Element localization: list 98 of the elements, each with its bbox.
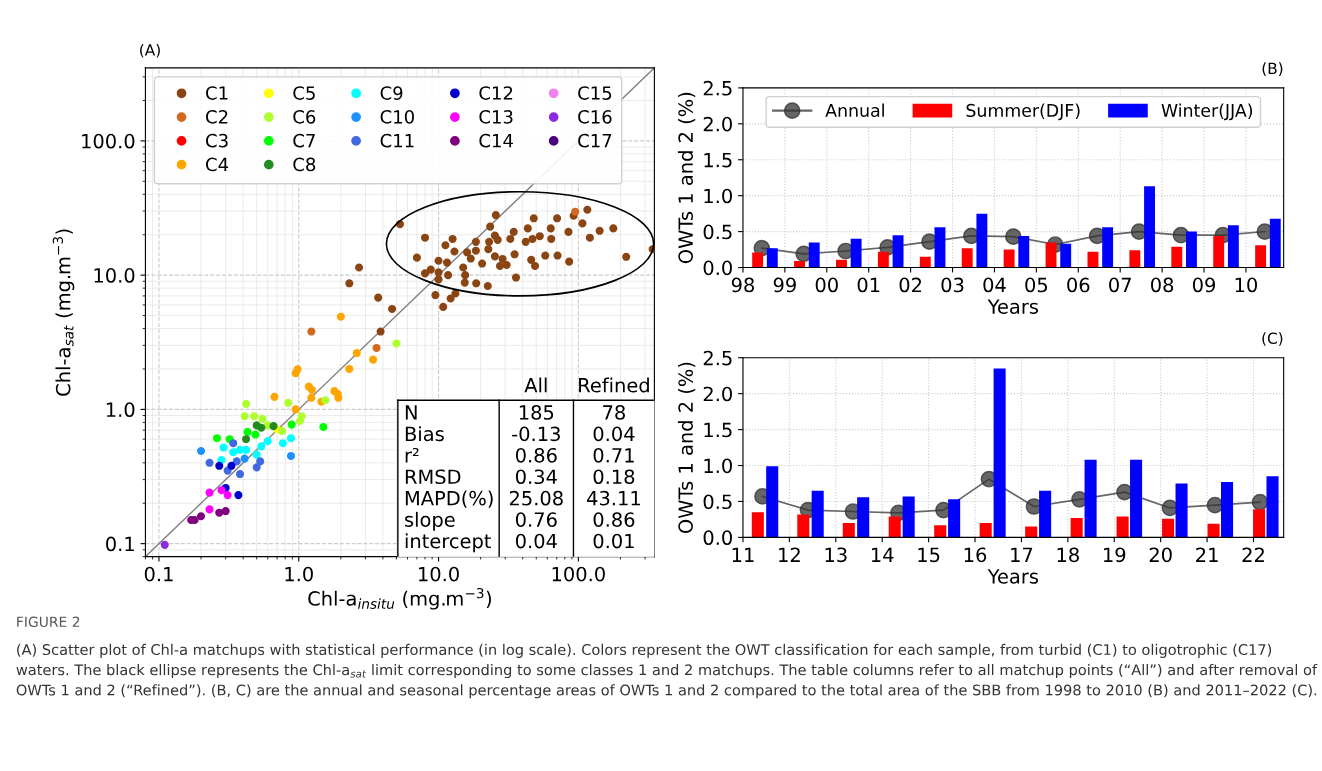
x-axis-title: Chl-a$_{insitu}$ (mg.m$^{−3}$) bbox=[308, 587, 491, 610]
x-tick-label: 98 bbox=[731, 277, 754, 293]
annotation: 0.34 bbox=[515, 469, 557, 485]
x-tick-label: 19 bbox=[1104, 547, 1126, 563]
x-tick-label: 06 bbox=[1067, 277, 1090, 293]
annotation: intercept bbox=[405, 533, 491, 553]
x-tick-label: 0.1 bbox=[144, 566, 173, 582]
x-axis-title: Years bbox=[987, 569, 1039, 584]
legend-label: C1 bbox=[206, 86, 228, 100]
y-tick-label: 1.0 bbox=[704, 458, 732, 474]
text: (C) bbox=[1262, 332, 1283, 346]
y-tick-label: 1.5 bbox=[704, 152, 732, 168]
legend-label: C5 bbox=[293, 86, 315, 100]
y-tick-label: 1.0 bbox=[106, 402, 135, 418]
annotation: 0.04 bbox=[515, 533, 557, 549]
caption: FIGURE 2 bbox=[17, 616, 80, 628]
annotation: 0.86 bbox=[593, 512, 635, 527]
y-tick-label: 2.0 bbox=[703, 386, 732, 402]
legend-label: C4 bbox=[206, 157, 229, 172]
annotation: RMSD bbox=[405, 469, 461, 485]
annotation: -0.13 bbox=[512, 426, 560, 442]
text: (B) bbox=[1262, 62, 1283, 76]
legend-label: C10 bbox=[380, 110, 414, 124]
annotation: 0.86 bbox=[515, 447, 557, 463]
annotation: 0.71 bbox=[593, 447, 634, 463]
y-axis-title: OWTs 1 and 2 (%) bbox=[677, 92, 696, 264]
x-tick-label: 10.0 bbox=[419, 566, 459, 582]
x-tick-label: 12 bbox=[779, 547, 800, 562]
y-axis-title: OWTs 1 and 2 (%) bbox=[677, 362, 696, 533]
x-tick-label: 100.0 bbox=[552, 566, 605, 582]
legend-label: C16 bbox=[578, 110, 612, 124]
x-tick-label: 13 bbox=[825, 547, 847, 563]
x-tick-label: 05 bbox=[1025, 277, 1048, 293]
y-tick-label: 100.0 bbox=[82, 133, 135, 149]
y-tick-label: 0.0 bbox=[703, 260, 732, 276]
annotation: 185 bbox=[519, 405, 554, 420]
x-axis-title: Years bbox=[987, 299, 1039, 314]
annotation: r² bbox=[405, 447, 419, 463]
x-tick-label: 10 bbox=[1235, 277, 1258, 293]
x-tick-label: 99 bbox=[773, 277, 796, 293]
x-tick-label: 18 bbox=[1057, 547, 1079, 563]
text: (A) Scatter plot of Chl-a matchups with statistical performance (in log scale). Colors represent the OWT classification for each sample, from turbid (C1) to oligotrophic (C17) waters. The black ellipse represents the Chl-a$_{sat}$ limit corresponding to some classes 1 and 2 matchups. The table columns refer to all matchup points (“All”) and after removal of OWTs 1 and 2 (“Refined”). (B, C) are the annual and seasonal percentage areas of OWTs 1 and 2 compared to the total area of the SBB from 1998 to 2010 (B) and 2011–2022 (C). bbox=[16, 643, 1318, 699]
annotation: 0.01 bbox=[593, 533, 634, 549]
y-tick-label: 2.5 bbox=[703, 350, 732, 366]
annotation: N bbox=[405, 405, 417, 420]
x-tick-label: 22 bbox=[1242, 547, 1264, 562]
legend-label: C11 bbox=[380, 133, 414, 148]
x-tick-label: 17 bbox=[1011, 547, 1033, 562]
y-tick-label: 0.5 bbox=[703, 224, 732, 240]
legend-label: C8 bbox=[293, 157, 316, 172]
legend-label: Summer(DJF) bbox=[966, 103, 1080, 121]
y-tick-label: 0.1 bbox=[106, 536, 134, 552]
x-tick-label: 21 bbox=[1196, 547, 1218, 562]
annotation: 78 bbox=[603, 405, 625, 420]
x-tick-label: 15 bbox=[918, 547, 940, 563]
x-tick-label: 07 bbox=[1109, 277, 1131, 293]
y-tick-label: 2.0 bbox=[703, 116, 732, 132]
x-tick-label: 09 bbox=[1192, 277, 1216, 293]
y-tick-label: 1.5 bbox=[704, 422, 732, 438]
legend-label: C15 bbox=[578, 86, 612, 100]
legend-label: C13 bbox=[479, 110, 513, 124]
x-tick-label: 14 bbox=[871, 547, 894, 562]
y-axis-title: Chl-a$_{sat}$ (mg.m$^{−3}$) bbox=[52, 229, 75, 396]
x-tick-label: 1.0 bbox=[285, 566, 313, 582]
y-tick-label: 2.5 bbox=[703, 80, 732, 96]
legend-label: C3 bbox=[206, 133, 228, 148]
x-tick-label: 20 bbox=[1149, 547, 1172, 563]
text: (A) bbox=[140, 43, 160, 58]
legend-label: C6 bbox=[293, 110, 316, 124]
annotation: Bias bbox=[405, 426, 444, 442]
annotation: slope bbox=[405, 511, 455, 531]
x-tick-label: 01 bbox=[857, 277, 880, 293]
y-tick-label: 1.0 bbox=[704, 188, 732, 204]
legend-label: C14 bbox=[479, 133, 513, 148]
legend-label: Annual bbox=[825, 103, 884, 117]
annotation: 0.04 bbox=[593, 426, 635, 442]
annotation: MAPD(%) bbox=[405, 490, 493, 508]
legend-label: C7 bbox=[293, 133, 315, 148]
x-tick-label: 11 bbox=[732, 547, 754, 562]
legend-label: Winter(JJA) bbox=[1161, 103, 1253, 121]
annotation: 43.11 bbox=[587, 490, 640, 506]
legend-label: C2 bbox=[206, 110, 228, 124]
x-tick-label: 00 bbox=[815, 277, 838, 293]
annotation: 25.08 bbox=[509, 490, 563, 506]
legend-label: C17 bbox=[578, 133, 612, 148]
x-tick-label: 03 bbox=[941, 277, 964, 293]
x-tick-label: 08 bbox=[1151, 277, 1174, 293]
annotation: All bbox=[524, 377, 547, 393]
annotation: 0.18 bbox=[593, 469, 635, 485]
legend-label: C9 bbox=[380, 86, 403, 100]
annotation: 0.76 bbox=[515, 512, 557, 527]
x-tick-label: 04 bbox=[983, 277, 1006, 293]
x-tick-label: 16 bbox=[964, 547, 987, 563]
annotation: Refined bbox=[579, 377, 649, 393]
x-tick-label: 02 bbox=[899, 277, 922, 293]
legend-label: C12 bbox=[479, 86, 513, 100]
y-tick-label: 0.5 bbox=[703, 494, 732, 510]
y-tick-label: 0.0 bbox=[703, 530, 732, 546]
